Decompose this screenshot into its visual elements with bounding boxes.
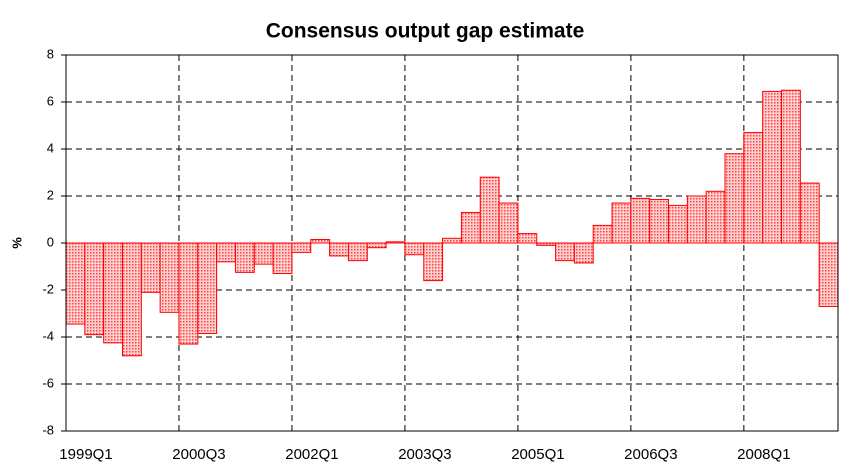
bar xyxy=(781,89,801,244)
bar xyxy=(140,242,161,293)
y-tick-label: 4 xyxy=(47,140,54,155)
bar xyxy=(630,197,651,244)
x-tick-label: 2002Q1 xyxy=(285,446,338,463)
bar xyxy=(498,202,519,244)
bar xyxy=(159,242,180,313)
x-tick-label: 2005Q1 xyxy=(511,446,564,463)
y-tick-label: -6 xyxy=(42,375,54,390)
bar xyxy=(178,242,199,345)
y-tick-label: 8 xyxy=(47,46,54,61)
bar xyxy=(762,90,783,244)
bar xyxy=(347,242,368,262)
x-tick-label: 2000Q3 xyxy=(172,446,225,463)
bar xyxy=(611,202,632,244)
bar xyxy=(329,242,349,257)
bar xyxy=(385,241,406,244)
bar xyxy=(291,242,312,253)
chart-title: Consensus output gap estimate xyxy=(266,20,585,43)
y-tick-label: -2 xyxy=(42,281,54,296)
bar xyxy=(705,190,726,244)
bar xyxy=(536,242,557,246)
bar xyxy=(686,195,707,244)
bar xyxy=(216,242,236,263)
bar xyxy=(442,237,462,244)
y-tick-label: -4 xyxy=(42,328,54,343)
y-tick-label: 6 xyxy=(47,93,54,108)
bar xyxy=(818,242,839,307)
y-axis-label: % xyxy=(9,237,24,249)
bar xyxy=(668,204,688,244)
bar xyxy=(479,176,500,244)
bar xyxy=(366,242,387,249)
bar xyxy=(724,153,745,244)
bar xyxy=(460,211,481,244)
bar xyxy=(65,242,86,325)
bar xyxy=(799,182,820,244)
y-tick-label: 2 xyxy=(47,187,54,202)
plot-border xyxy=(65,54,839,432)
bar xyxy=(743,132,764,244)
bar xyxy=(573,242,594,264)
bar xyxy=(121,242,142,357)
bar xyxy=(272,242,293,275)
bar xyxy=(253,242,274,265)
x-tick-label: 2008Q1 xyxy=(737,446,790,463)
bar xyxy=(103,242,123,344)
bar xyxy=(649,199,670,244)
bar xyxy=(592,224,613,244)
bar xyxy=(84,242,105,336)
bar xyxy=(517,233,538,244)
y-tick-label: 0 xyxy=(47,234,54,249)
bar xyxy=(197,242,218,334)
bar xyxy=(404,242,425,256)
x-tick-label: 2003Q3 xyxy=(398,446,451,463)
bar xyxy=(423,242,444,282)
bar xyxy=(310,238,331,244)
bar xyxy=(555,242,575,262)
bar xyxy=(234,242,255,273)
y-tick-label: -8 xyxy=(42,422,54,437)
x-tick-label: 1999Q1 xyxy=(59,446,112,463)
x-tick-label: 2006Q3 xyxy=(624,446,677,463)
